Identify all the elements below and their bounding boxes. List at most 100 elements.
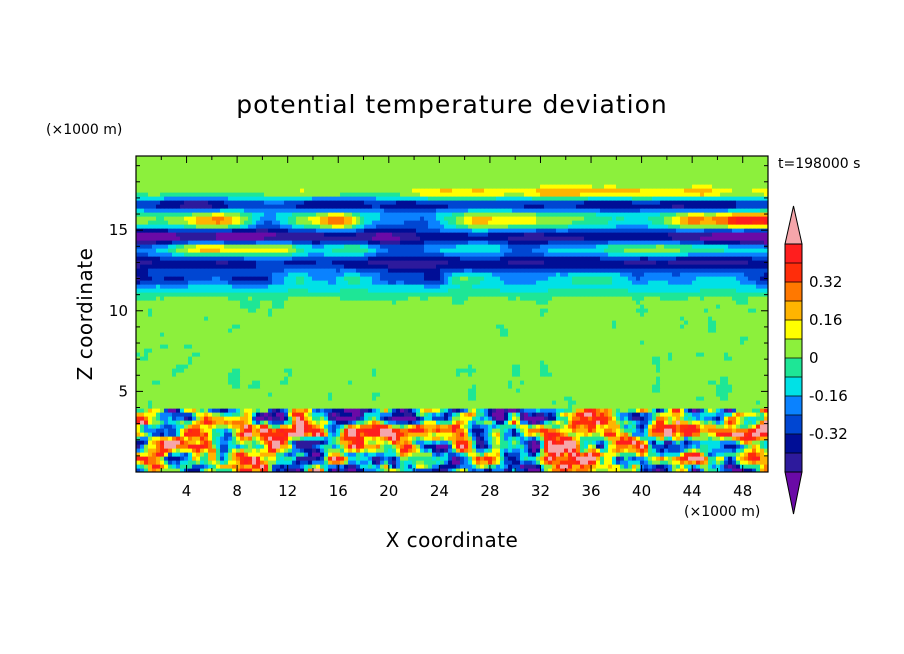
field-cell bbox=[272, 392, 277, 397]
field-cell bbox=[604, 376, 609, 381]
field-cell bbox=[176, 428, 181, 433]
field-cell bbox=[392, 380, 397, 385]
field-cell bbox=[480, 404, 485, 409]
field-cell bbox=[640, 388, 645, 393]
field-cell bbox=[504, 464, 509, 469]
field-cell bbox=[728, 444, 733, 449]
field-cell bbox=[200, 348, 205, 353]
field-cell bbox=[468, 424, 473, 429]
field-cell bbox=[136, 400, 141, 405]
field-cell bbox=[440, 352, 445, 357]
field-cell bbox=[536, 360, 541, 365]
field-cell bbox=[312, 452, 317, 457]
field-cell bbox=[536, 376, 541, 381]
field-cell bbox=[416, 396, 421, 401]
field-cell bbox=[340, 344, 345, 349]
field-cell bbox=[444, 380, 449, 385]
field-cell bbox=[312, 356, 317, 361]
field-cell bbox=[336, 376, 341, 381]
field-cell bbox=[376, 428, 381, 433]
field-cell bbox=[656, 356, 661, 361]
field-cell bbox=[356, 436, 361, 441]
field-cell bbox=[708, 384, 713, 389]
field-cell bbox=[692, 412, 697, 417]
field-cell bbox=[624, 460, 629, 465]
field-cell bbox=[616, 368, 621, 373]
field-cell bbox=[328, 392, 333, 397]
field-cell bbox=[160, 372, 165, 377]
field-cell bbox=[508, 464, 513, 469]
field-cell bbox=[716, 468, 721, 472]
field-cell bbox=[472, 416, 477, 421]
field-cell bbox=[524, 456, 529, 461]
field-cell bbox=[756, 412, 761, 417]
field-cell bbox=[752, 388, 757, 393]
field-cell bbox=[296, 452, 301, 457]
field-cell bbox=[284, 408, 289, 413]
field-cell bbox=[252, 460, 257, 465]
field-cell bbox=[160, 424, 165, 429]
field-cell bbox=[352, 468, 357, 472]
field-cell bbox=[232, 376, 237, 381]
field-cell bbox=[584, 384, 589, 389]
field-cell bbox=[396, 400, 401, 405]
field-cell bbox=[652, 356, 657, 361]
field-cell bbox=[276, 404, 281, 409]
field-cell bbox=[420, 464, 425, 469]
field-cell bbox=[468, 416, 473, 421]
field-cell bbox=[504, 456, 509, 461]
field-cell bbox=[596, 468, 601, 472]
field-cell bbox=[584, 400, 589, 405]
field-cell bbox=[568, 420, 573, 425]
field-cell bbox=[296, 464, 301, 469]
field-cell bbox=[564, 460, 569, 465]
field-cell bbox=[352, 436, 357, 441]
field-cell bbox=[168, 372, 173, 377]
field-cell bbox=[448, 408, 453, 413]
field-cell bbox=[180, 368, 185, 373]
field-cell bbox=[580, 420, 585, 425]
field-cell bbox=[236, 440, 241, 445]
field-cell bbox=[220, 352, 225, 357]
field-cell bbox=[312, 456, 317, 461]
field-cell bbox=[516, 360, 521, 365]
field-cell bbox=[164, 404, 169, 409]
field-cell bbox=[152, 448, 157, 453]
field-cell bbox=[160, 392, 165, 397]
field-cell bbox=[256, 420, 261, 425]
field-cell bbox=[684, 364, 689, 369]
field-cell bbox=[232, 360, 237, 365]
field-cell bbox=[748, 396, 753, 401]
field-cell bbox=[352, 456, 357, 461]
field-cell bbox=[748, 384, 753, 389]
field-cell bbox=[324, 372, 329, 377]
field-cell bbox=[652, 348, 657, 353]
field-cell bbox=[164, 432, 169, 437]
field-cell bbox=[476, 440, 481, 445]
field-cell bbox=[244, 408, 249, 413]
field-cell bbox=[424, 460, 429, 465]
field-cell bbox=[200, 432, 205, 437]
field-cell bbox=[620, 384, 625, 389]
field-cell bbox=[384, 392, 389, 397]
field-cell bbox=[676, 404, 681, 409]
field-cell bbox=[616, 384, 621, 389]
field-cell bbox=[516, 372, 521, 377]
field-cell bbox=[620, 364, 625, 369]
field-cell bbox=[384, 436, 389, 441]
field-cell bbox=[196, 380, 201, 385]
field-cell bbox=[480, 460, 485, 465]
field-cell bbox=[560, 368, 565, 373]
field-cell bbox=[492, 364, 497, 369]
field-cell bbox=[484, 372, 489, 377]
field-cell bbox=[432, 360, 437, 365]
field-cell bbox=[296, 424, 301, 429]
field-cell bbox=[584, 428, 589, 433]
field-cell bbox=[696, 404, 701, 409]
field-cell bbox=[188, 380, 193, 385]
field-cell bbox=[360, 372, 365, 377]
field-cell bbox=[488, 444, 493, 449]
field-cell bbox=[160, 444, 165, 449]
field-cell bbox=[480, 456, 485, 461]
field-cell bbox=[280, 452, 285, 457]
